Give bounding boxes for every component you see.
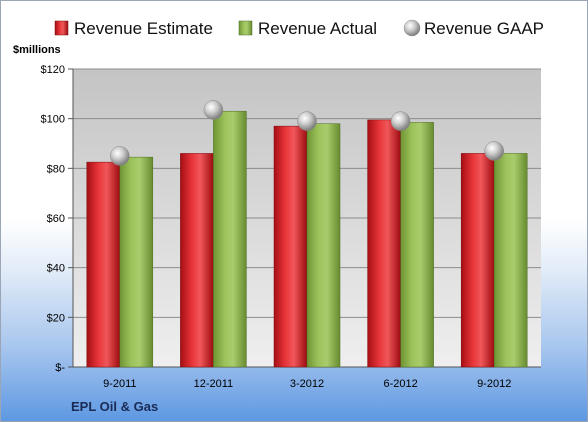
legend-swatch <box>54 20 69 36</box>
y-tick-label: $60 <box>47 213 65 225</box>
marker-revenue-gaap <box>110 146 130 166</box>
x-tick-label: 3-2012 <box>290 378 324 390</box>
bar-revenue-estimate <box>273 125 308 368</box>
marker-revenue-gaap <box>203 100 224 120</box>
legend-label: Revenue Actual <box>258 19 377 38</box>
legend-label: Revenue Estimate <box>74 19 213 38</box>
y-tick-label: $80 <box>47 163 65 175</box>
y-tick-label: $20 <box>47 312 65 324</box>
x-tick-label: 9-2012 <box>477 378 511 390</box>
legend-swatch <box>403 19 421 37</box>
bar-revenue-actual <box>306 123 341 368</box>
marker-revenue-gaap <box>484 141 504 161</box>
bar-revenue-actual <box>119 156 154 368</box>
x-tick-label: 12-2011 <box>194 378 234 390</box>
x-tick-label: 9-2011 <box>103 378 136 390</box>
y-tick-label: $120 <box>41 64 65 76</box>
bar-revenue-estimate <box>367 119 401 368</box>
plot-area: $- $20 $40 $60 $80 $100 $120 9-2011 12-2011 3-201… <box>41 64 541 390</box>
marker-revenue-gaap <box>390 111 411 131</box>
bar-revenue-estimate <box>86 161 121 368</box>
y-tick-label: $- <box>55 362 65 374</box>
bar-revenue-estimate <box>180 153 214 368</box>
company-name: EPL Oil & Gas <box>71 399 159 414</box>
y-tick-label: $40 <box>47 263 65 275</box>
bar-revenue-actual <box>493 153 528 368</box>
legend-swatch <box>238 20 253 36</box>
legend: Revenue Estimate Revenue Actual Revenue GA… <box>54 19 544 38</box>
bar-revenue-estimate <box>460 153 495 368</box>
legend-label: Revenue GAAP <box>424 19 544 38</box>
bar-revenue-actual <box>400 122 434 368</box>
y-tick-label: $100 <box>41 114 65 126</box>
x-tick-label: 6-2012 <box>383 378 417 390</box>
bar-revenue-actual <box>213 110 247 368</box>
marker-revenue-gaap <box>297 111 317 131</box>
y-axis-unit-label: $millions <box>13 44 61 56</box>
